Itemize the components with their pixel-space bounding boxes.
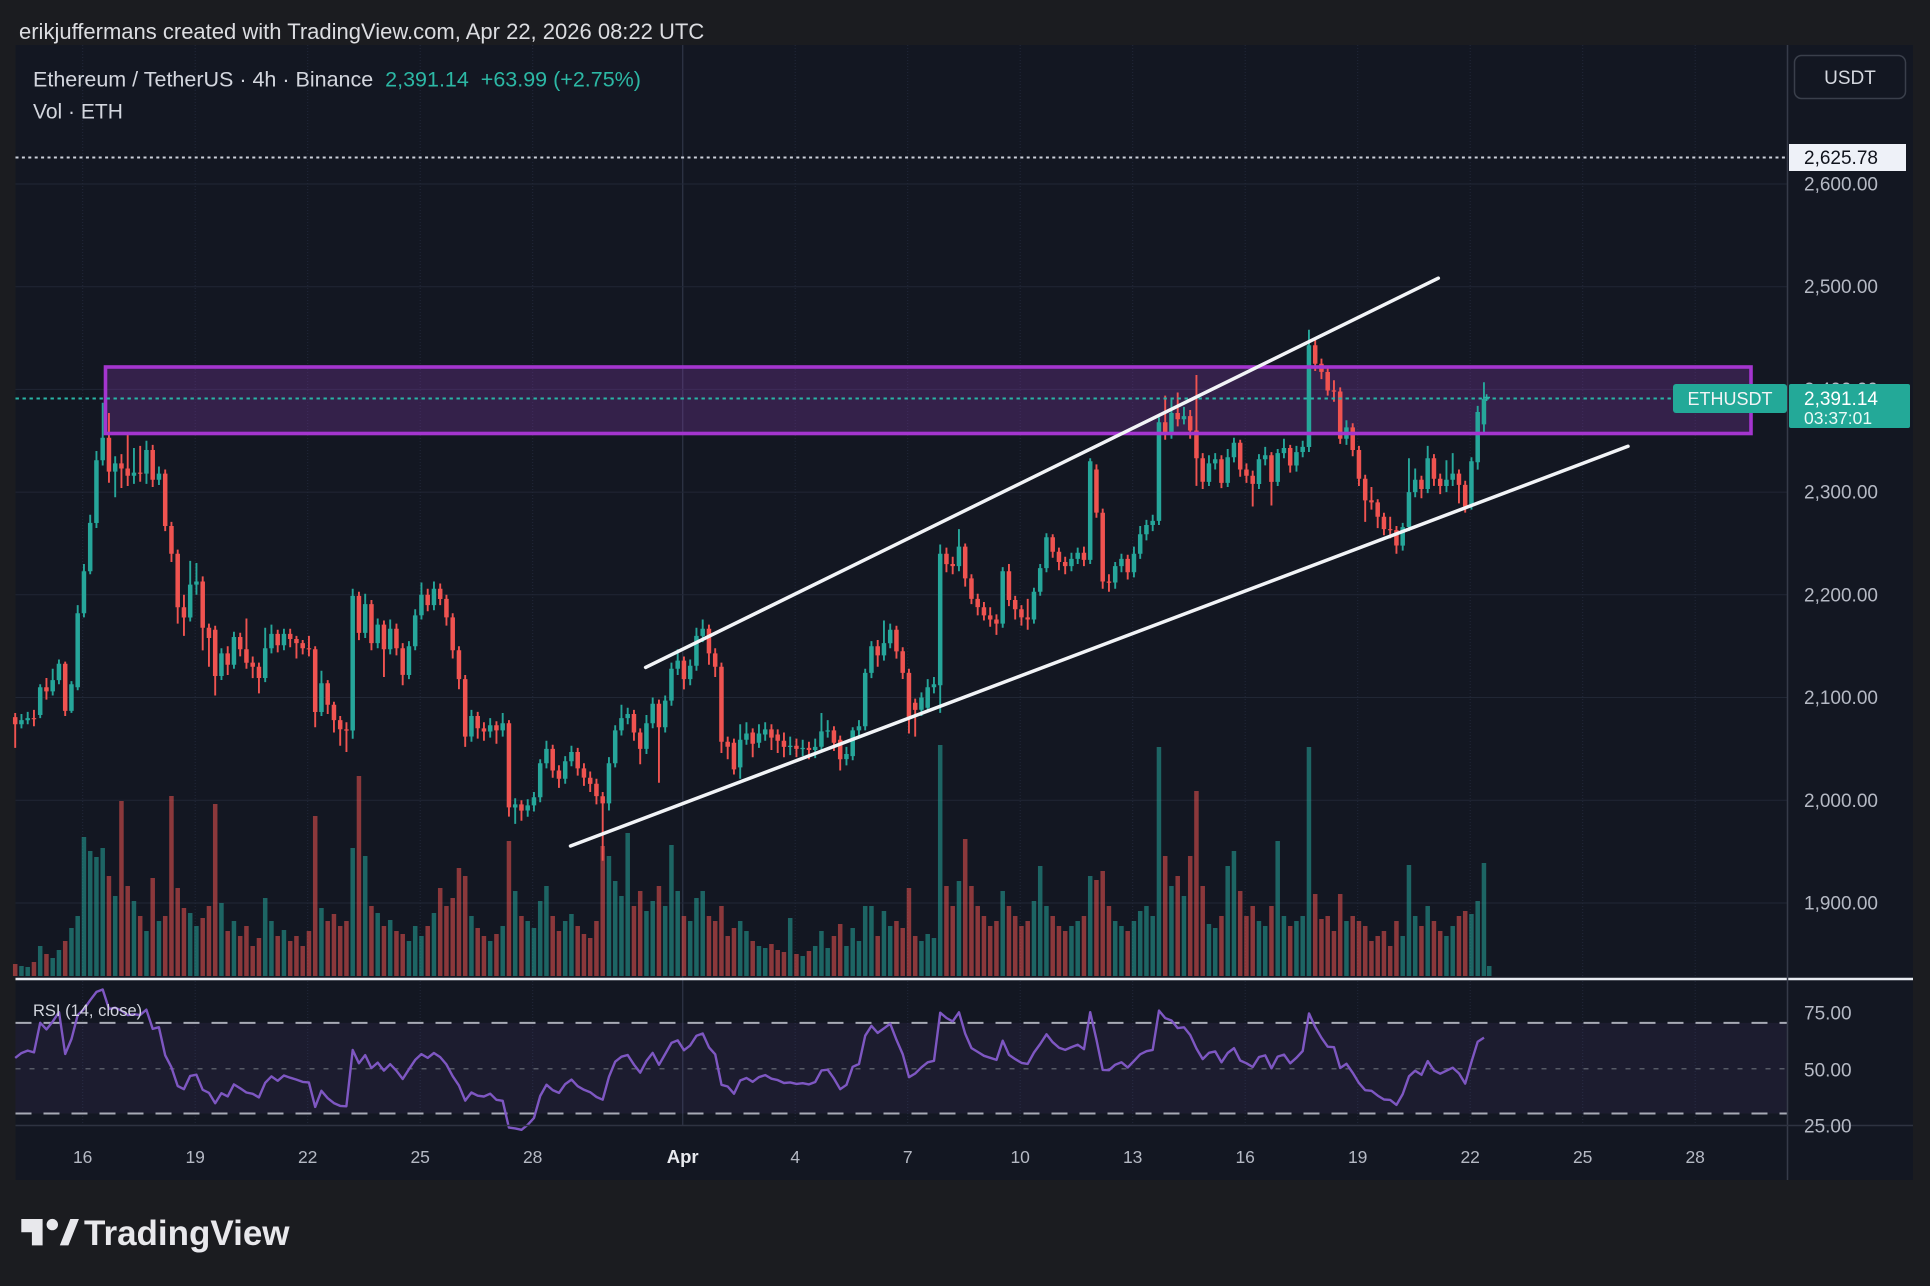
- svg-text:50.00: 50.00: [1804, 1061, 1852, 1082]
- svg-text:Vol · ETH: Vol · ETH: [33, 101, 123, 124]
- svg-text:Ethereum / TetherUS · 4h · Bin: Ethereum / TetherUS · 4h · Binance 2,391…: [33, 68, 641, 92]
- svg-text:TradingView: TradingView: [84, 1214, 290, 1253]
- svg-text:ETHUSDT: ETHUSDT: [1688, 389, 1773, 409]
- svg-text:7: 7: [903, 1147, 913, 1167]
- svg-text:Apr: Apr: [667, 1146, 699, 1167]
- svg-text:25: 25: [410, 1147, 429, 1167]
- svg-text:10: 10: [1010, 1147, 1030, 1167]
- svg-text:2,200.00: 2,200.00: [1804, 585, 1878, 606]
- svg-text:16: 16: [1235, 1147, 1254, 1167]
- svg-text:16: 16: [73, 1147, 92, 1167]
- svg-text:RSI (14, close): RSI (14, close): [33, 1002, 142, 1020]
- svg-text:25: 25: [1573, 1147, 1592, 1167]
- svg-text:2,600.00: 2,600.00: [1804, 175, 1878, 196]
- svg-text:1,900.00: 1,900.00: [1804, 894, 1878, 915]
- svg-text:2,500.00: 2,500.00: [1804, 277, 1878, 298]
- svg-text:USDT: USDT: [1824, 68, 1876, 89]
- svg-text:2,300.00: 2,300.00: [1804, 483, 1878, 504]
- svg-text:22: 22: [298, 1147, 317, 1167]
- svg-text:2,391.14: 2,391.14: [1804, 389, 1878, 410]
- svg-text:2,625.78: 2,625.78: [1804, 148, 1878, 169]
- svg-text:28: 28: [523, 1147, 542, 1167]
- svg-text:13: 13: [1123, 1147, 1142, 1167]
- svg-text:75.00: 75.00: [1804, 1004, 1852, 1025]
- svg-text:03:37:01: 03:37:01: [1804, 408, 1872, 428]
- svg-text:2,100.00: 2,100.00: [1804, 688, 1878, 709]
- svg-text:4: 4: [790, 1147, 800, 1167]
- svg-text:19: 19: [185, 1147, 204, 1167]
- svg-text:22: 22: [1460, 1147, 1479, 1167]
- svg-text:28: 28: [1685, 1147, 1704, 1167]
- svg-text:erikjuffermans created with Tr: erikjuffermans created with TradingView.…: [19, 19, 704, 44]
- svg-text:2,000.00: 2,000.00: [1804, 791, 1878, 812]
- svg-text:19: 19: [1348, 1147, 1367, 1167]
- svg-text:25.00: 25.00: [1804, 1117, 1852, 1138]
